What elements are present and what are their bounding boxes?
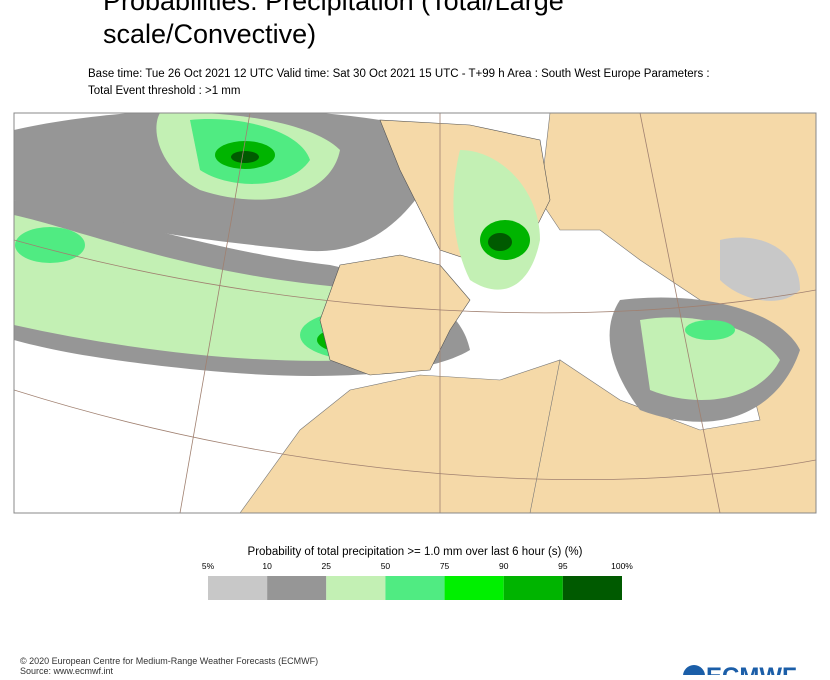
legend-swatch — [326, 576, 386, 600]
footer-line: Source: www.ecmwf.int — [20, 666, 114, 675]
precip-area — [15, 227, 85, 263]
legend-tick-label: 90 — [499, 561, 509, 571]
title-line: Probabilities: Precipitation (Total/Larg… — [103, 0, 564, 16]
logo-icon — [683, 665, 705, 680]
subtitle-line: Base time: Tue 26 Oct 2021 12 UTC Valid … — [88, 68, 710, 80]
precip-area — [488, 233, 512, 251]
legend-swatch — [503, 576, 563, 600]
legend-swatch — [562, 576, 622, 600]
graticule — [639, 113, 721, 513]
legend-tick-label: 10 — [262, 561, 272, 571]
legend-tick-label: 95 — [558, 561, 568, 571]
logo: ECMWF — [706, 663, 797, 675]
legend-tick-label: 100% — [611, 561, 633, 571]
subtitle-line: Total Event threshold : >1 mm — [88, 85, 240, 97]
precip-area — [685, 320, 735, 340]
graticule — [14, 389, 816, 481]
precip-area — [640, 317, 780, 400]
land — [239, 359, 561, 513]
map-frame — [13, 112, 817, 514]
precip-area — [231, 151, 259, 163]
legend-swatch — [385, 576, 445, 600]
legend-tick-label: 50 — [381, 561, 391, 571]
legend-tick-label: 75 — [440, 561, 450, 571]
legend-swatch — [208, 576, 268, 600]
land — [499, 113, 816, 513]
legend-tick-label: 25 — [322, 561, 332, 571]
legend-title: Probability of total precipitation >= 1.… — [248, 546, 583, 558]
footer-line: © 2020 European Centre for Medium-Range … — [20, 656, 318, 666]
graticule — [14, 239, 816, 314]
graticule — [179, 113, 251, 513]
legend-swatch — [267, 576, 327, 600]
legend: 5% 10 25 50 75 90 95 100% — [202, 561, 633, 600]
legend-tick-label: 5% — [202, 561, 215, 571]
precip-area — [720, 237, 800, 301]
map — [14, 113, 816, 513]
land — [319, 254, 471, 376]
legend-swatch — [444, 576, 504, 600]
title-line: scale/Convective) — [103, 19, 316, 49]
